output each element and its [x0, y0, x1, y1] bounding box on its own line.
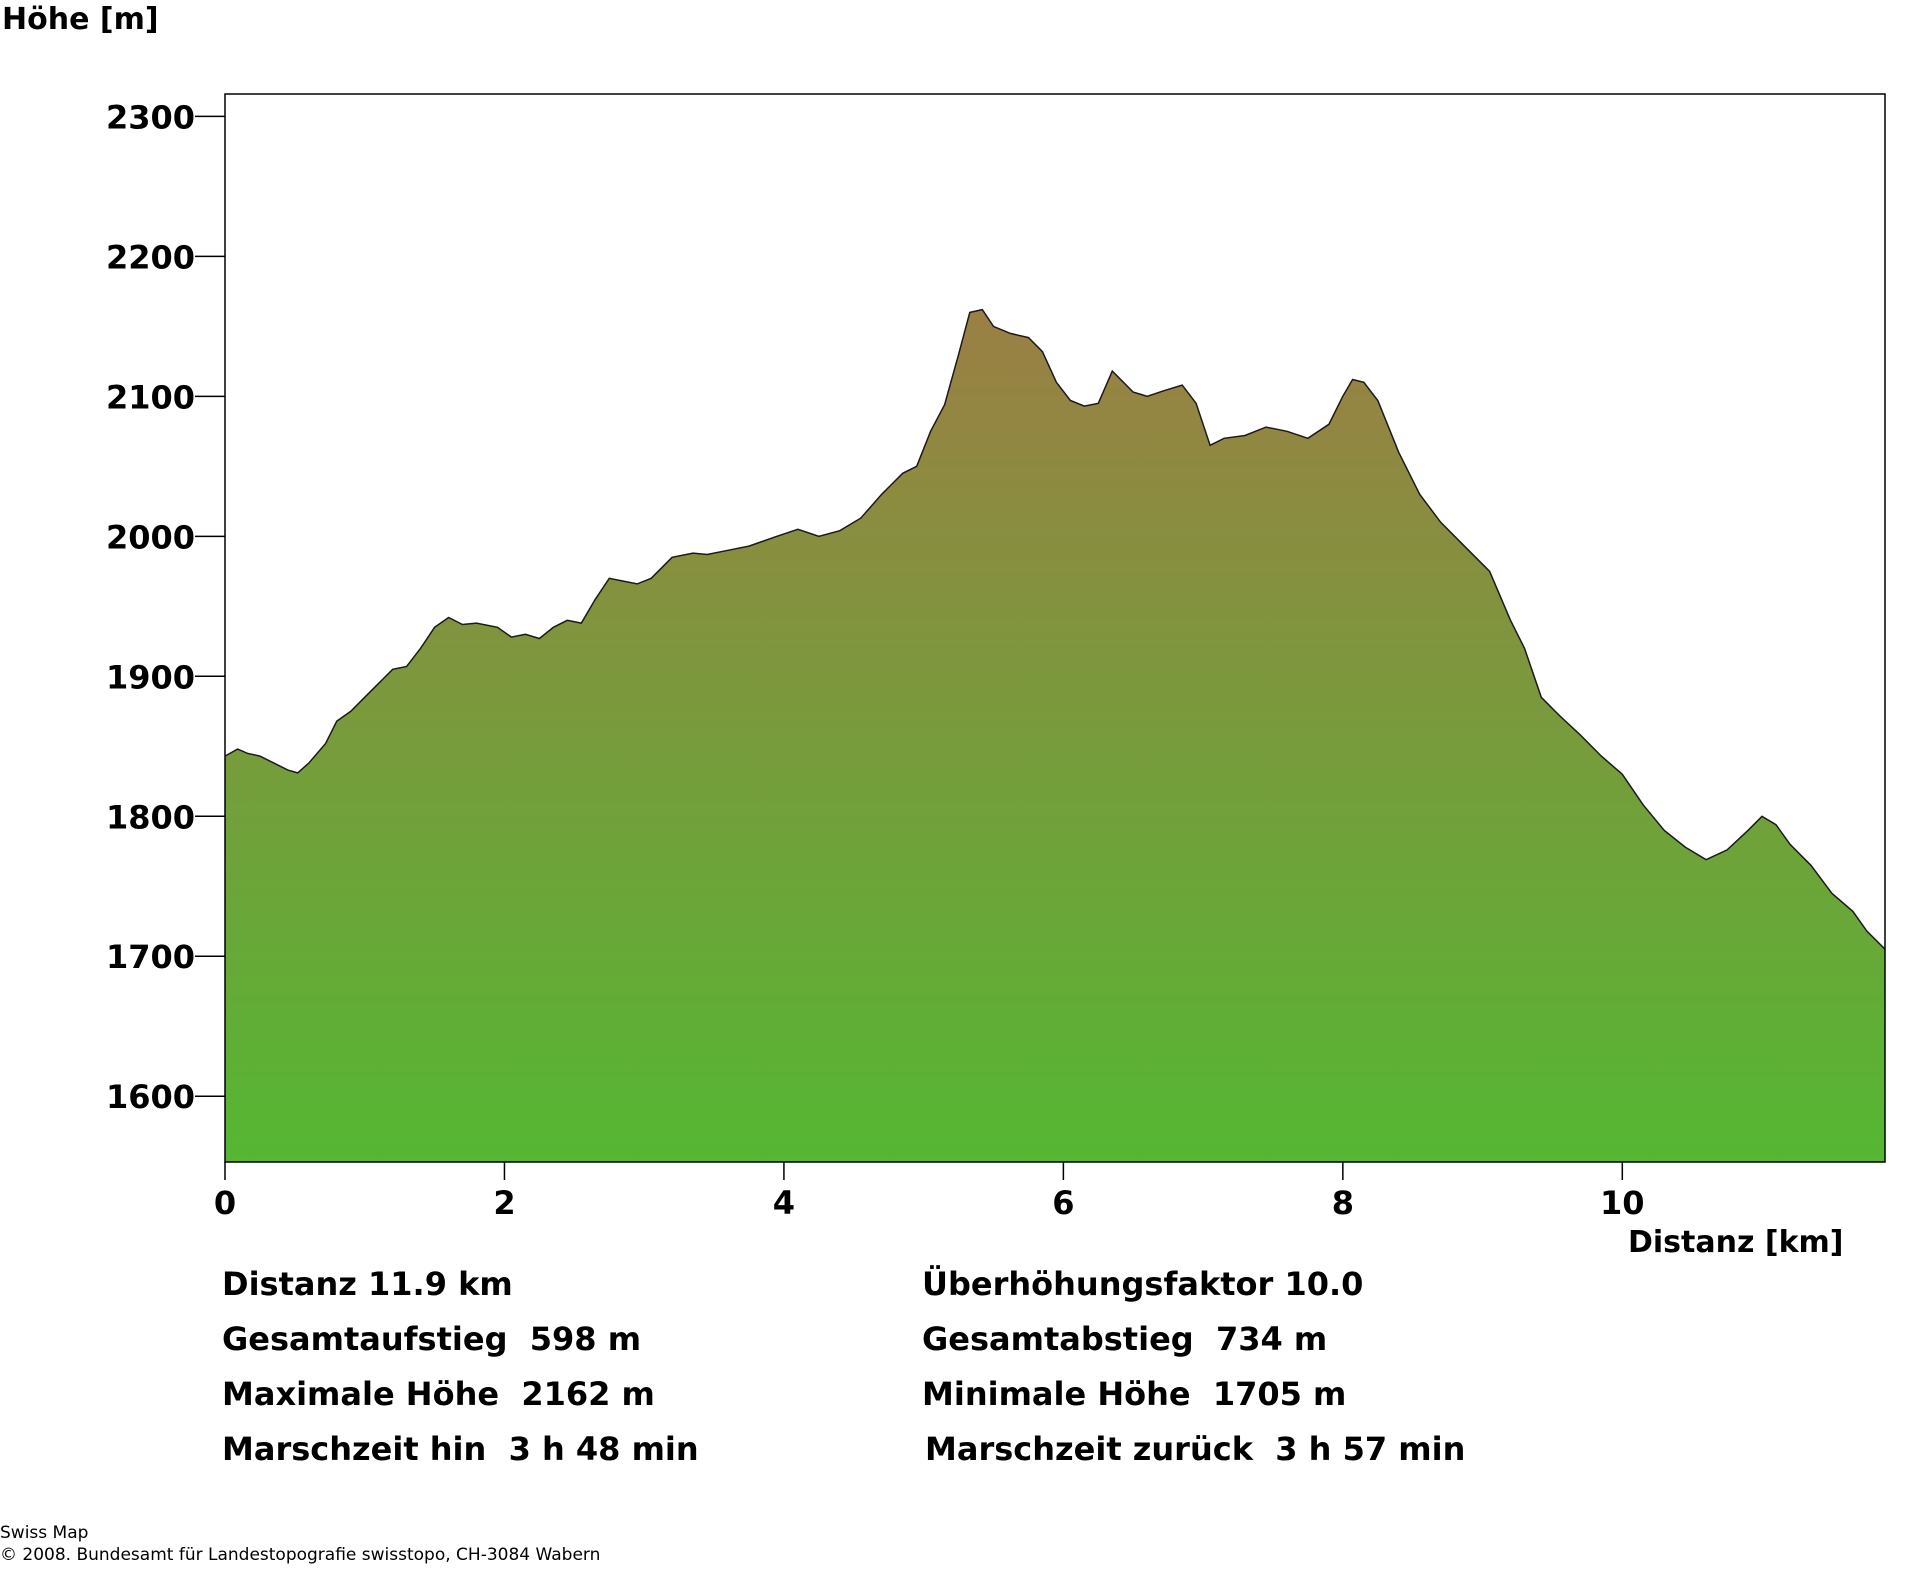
stat-distance: Distanz 11.9 km	[222, 1265, 513, 1303]
x-tick-label: 2	[493, 1184, 515, 1222]
x-tick-label: 8	[1332, 1184, 1354, 1222]
credit-source: Swiss Map	[0, 1523, 89, 1543]
stat-ascent: Gesamtaufstieg 598 m	[222, 1320, 642, 1358]
y-tick-label: 1700	[106, 938, 195, 976]
elevation-line	[224, 308, 1886, 950]
stat-min-height: Minimale Höhe 1705 m	[922, 1375, 1347, 1413]
stat-time-back: Marschzeit zurück 3 h 57 min	[925, 1430, 1466, 1468]
y-tick-label: 1900	[106, 658, 195, 696]
x-tick-label: 0	[214, 1184, 236, 1222]
x-tick-label: 6	[1052, 1184, 1074, 1222]
stat-max-height: Maximale Höhe 2162 m	[222, 1375, 655, 1413]
stat-time-out: Marschzeit hin 3 h 48 min	[222, 1430, 699, 1468]
y-tick-label: 2200	[106, 238, 195, 276]
y-tick-label: 2300	[106, 98, 195, 136]
y-tick-label: 2100	[106, 378, 195, 416]
x-tick-label: 10	[1600, 1184, 1645, 1222]
y-tick-label: 1600	[106, 1078, 195, 1116]
stat-descent: Gesamtabstieg 734 m	[922, 1320, 1328, 1358]
y-tick-label: 1800	[106, 798, 195, 836]
y-tick-label: 2000	[106, 518, 195, 556]
x-axis-label: Distanz [km]	[1628, 1225, 1844, 1260]
stat-exaggeration: Überhöhungsfaktor 10.0	[922, 1265, 1364, 1303]
elevation-area	[225, 309, 1885, 1163]
x-tick-label: 4	[773, 1184, 795, 1222]
y-axis-label: Höhe [m]	[2, 2, 159, 37]
credit-copyright: © 2008. Bundesamt für Landestopografie s…	[0, 1545, 601, 1565]
plot-frame	[224, 93, 1886, 1163]
